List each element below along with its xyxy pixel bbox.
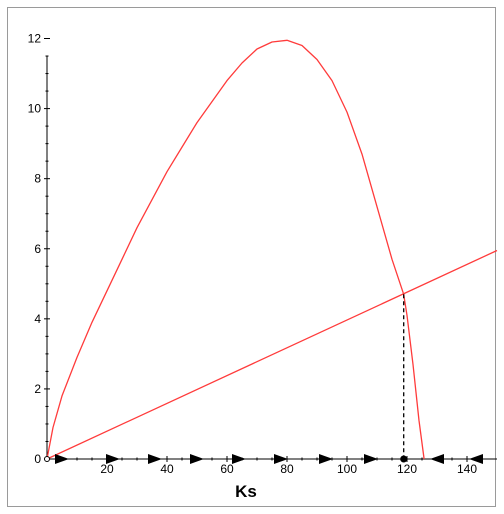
- x-axis-title: Ks: [235, 482, 257, 501]
- flow-arrow-left: [430, 454, 444, 464]
- x-tick-label: 20: [100, 462, 114, 476]
- x-tick-label: 40: [160, 462, 174, 476]
- x-tick-label: 60: [220, 462, 234, 476]
- x-tick-label: 140: [457, 462, 477, 476]
- y-tick-label: 12: [28, 32, 42, 46]
- y-tick-label: 2: [34, 382, 41, 396]
- flow-arrow-left: [469, 454, 483, 464]
- y-tick-label: 0: [34, 452, 41, 466]
- origin-point: [44, 456, 50, 462]
- flow-arrow-right: [190, 454, 204, 464]
- hump-curve: [46, 39, 425, 460]
- flow-arrow-right: [106, 454, 120, 464]
- x-tick-label: 100: [337, 462, 357, 476]
- x-tick-label: 80: [280, 462, 294, 476]
- chart-frame: [7, 7, 496, 507]
- y-tick-label: 6: [34, 242, 41, 256]
- axes-layer: 20 40 60 80 100 120 140 0 2 4 6 8 10 12: [28, 32, 497, 476]
- straight-line: [46, 249, 498, 460]
- flow-arrow-right: [148, 454, 162, 464]
- flow-arrow-right: [55, 454, 69, 464]
- flow-arrow-right: [319, 454, 333, 464]
- flow-arrow-right: [232, 454, 246, 464]
- y-tick-label: 10: [28, 102, 42, 116]
- y-tick-label: 8: [34, 172, 41, 186]
- x-tick-label: 120: [397, 462, 417, 476]
- equilibrium-point: [400, 455, 408, 463]
- arrows-layer: [55, 454, 483, 464]
- curves-layer: [44, 39, 498, 463]
- y-tick-label: 4: [34, 312, 41, 326]
- flow-arrow-right: [364, 454, 378, 464]
- flow-arrow-right: [274, 454, 288, 464]
